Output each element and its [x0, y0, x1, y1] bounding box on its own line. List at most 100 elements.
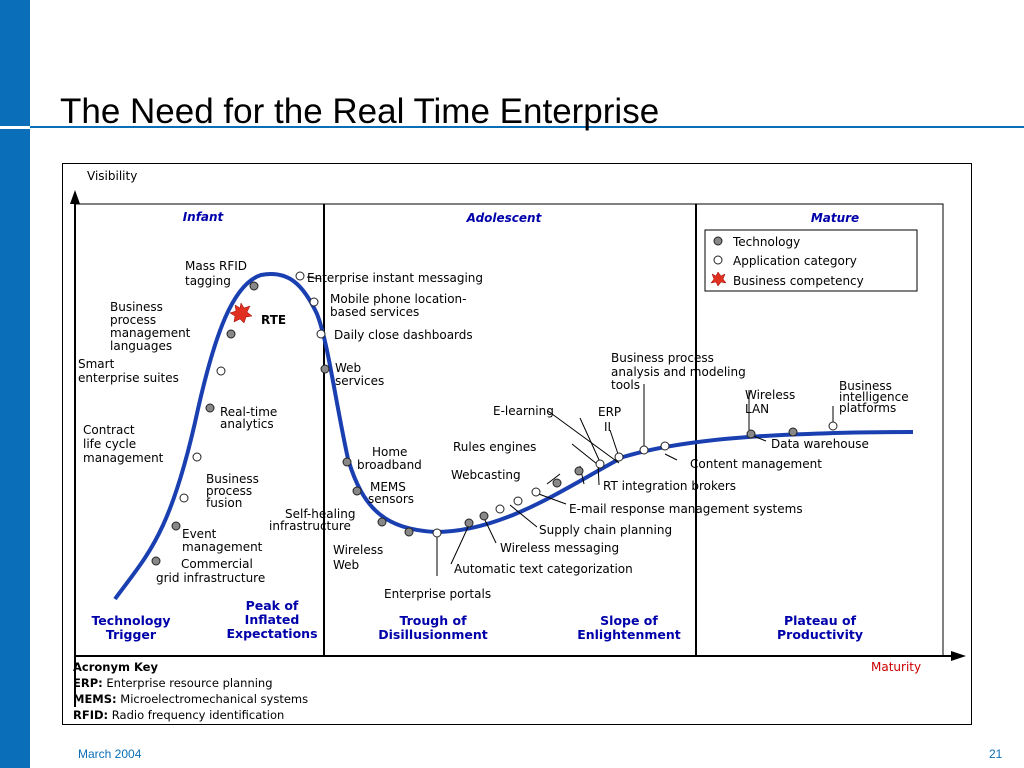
- acronym-key: Acronym Key ERP: Enterprise resource pla…: [73, 660, 308, 722]
- marker-auto-text-cat: [464, 518, 474, 528]
- marker-smart-enterprise-suites: [216, 366, 226, 376]
- label-mems-sensors: MEMS sensors: [368, 480, 414, 506]
- marker-home-broadband: [342, 457, 352, 467]
- label-erp-ii: ERP II: [598, 405, 621, 434]
- legend-box: [704, 229, 918, 292]
- marker-supply-chain: [495, 504, 505, 514]
- marker-wireless-messaging: [479, 511, 489, 521]
- page-number: 21: [989, 747, 1003, 761]
- label-contract-life-cycle: Contract life cycle management: [83, 423, 164, 465]
- label-mobile-location: Mobile phone location-based services: [330, 292, 467, 319]
- label-auto-text-cat: Automatic text categorization: [454, 562, 633, 576]
- label-daily-close: Daily close dashboards: [334, 328, 473, 342]
- stage-plateau: Plateau of Productivity: [777, 613, 863, 642]
- phase-frame: [74, 203, 944, 657]
- footer-date: March 2004: [78, 747, 142, 761]
- acronym-key-title: Acronym Key: [73, 660, 158, 674]
- marker-real-time-analytics: [205, 403, 215, 413]
- phase-mature: Mature: [811, 211, 859, 225]
- left-accent-bar: [0, 0, 30, 768]
- label-event-management: Event management: [182, 527, 263, 554]
- label-email-response: E-mail response management systems: [569, 502, 803, 516]
- label-commercial-grid: Commercial grid infrastructure: [156, 557, 265, 585]
- label-rte: RTE: [261, 313, 286, 327]
- marker-bpm-languages: [226, 329, 236, 339]
- phase-infant: Infant: [183, 210, 225, 224]
- stage-peak: Peak of Inflated Expectations: [226, 598, 317, 641]
- marker-mobile-location: [309, 297, 319, 307]
- hype-cycle-diagram: Visibility Maturity Infant Adolescent Ma…: [70, 169, 966, 722]
- slide-title: The Need for the Real Time Enterprise: [60, 92, 660, 131]
- marker-webcasting: [531, 487, 541, 497]
- legend-business-label: Business competency: [733, 274, 864, 288]
- marker-enterprise-im: [295, 271, 305, 281]
- marker-contract-life-cycle: [192, 452, 202, 462]
- stage-technology-trigger: Technology Trigger: [91, 613, 170, 642]
- marker-wireless-lan: [746, 429, 756, 439]
- x-axis-arrow: [951, 651, 966, 661]
- marker-bi-platforms: [828, 421, 838, 431]
- marker-mems-sensors: [352, 486, 362, 496]
- acronym-mems: MEMS: Microelectromechanical systems: [73, 692, 308, 706]
- stage-slope: Slope of Enlightenment: [577, 613, 681, 642]
- marker-rules-engines: [574, 466, 584, 476]
- acronym-rfid: RFID: Radio frequency identification: [73, 708, 284, 722]
- marker-rt-integration: [552, 478, 562, 488]
- marker-web-services: [320, 364, 330, 374]
- legend-technology-dot: [713, 236, 723, 246]
- legend-application-label: Application category: [733, 254, 857, 268]
- label-business-process-fusion: Business process fusion: [206, 472, 259, 510]
- label-wireless-web: Wireless Web: [333, 543, 383, 572]
- label-smart-enterprise-suites: Smart enterprise suites: [78, 357, 179, 385]
- label-webcasting: Webcasting: [451, 468, 521, 482]
- hype-cycle-figure: Visibility Maturity Infant Adolescent Ma…: [62, 163, 972, 725]
- marker-daily-close: [316, 329, 326, 339]
- marker-e-learning: [595, 459, 605, 469]
- label-self-healing: Self-healing infrastructure: [269, 507, 355, 533]
- label-mass-rfid: Mass RFID tagging: [185, 259, 247, 288]
- legend-technology-label: Technology: [732, 235, 800, 249]
- marker-enterprise-portals: [432, 528, 442, 538]
- label-home-broadband: Home broadband: [357, 445, 422, 472]
- label-rt-integration: RT integration brokers: [603, 479, 736, 493]
- marker-commercial-grid: [151, 556, 161, 566]
- stage-labels: Technology Trigger Peak of Inflated Expecta…: [91, 598, 863, 642]
- marker-email-response: [513, 496, 523, 506]
- stage-trough: Trough of Disillusionment: [378, 613, 487, 642]
- marker-business-process-fusion: [179, 493, 189, 503]
- marker-mass-rfid: [249, 281, 259, 291]
- label-enterprise-portals: Enterprise portals: [384, 587, 491, 601]
- acronym-erp: ERP: Enterprise resource planning: [73, 676, 273, 690]
- phase-adolescent: Adolescent: [466, 211, 543, 225]
- marker-bpam-tools: [639, 445, 649, 455]
- label-wireless-lan: Wireless LAN: [745, 388, 795, 416]
- y-axis-label: Visibility: [87, 169, 137, 183]
- label-wireless-messaging: Wireless messaging: [500, 541, 619, 555]
- marker-data-warehouse: [788, 427, 798, 437]
- label-web-services: Web services: [335, 361, 384, 388]
- label-real-time-analytics: Real-time analytics: [220, 405, 277, 431]
- accent-notch: [0, 126, 30, 129]
- marker-wireless-web: [404, 527, 414, 537]
- marker-content-management: [660, 441, 670, 451]
- curve-markers: [151, 271, 838, 566]
- marker-self-healing: [377, 517, 387, 527]
- legend-application-dot: [713, 255, 723, 265]
- marker-erp-ii: [614, 452, 624, 462]
- label-rules-engines: Rules engines: [453, 440, 536, 454]
- label-enterprise-im: Enterprise instant messaging: [307, 271, 483, 285]
- x-axis-label: Maturity: [871, 660, 921, 674]
- label-bi-platforms: Business intelligence platforms: [839, 379, 909, 415]
- legend-business-star: [710, 271, 727, 287]
- label-supply-chain: Supply chain planning: [539, 523, 672, 537]
- label-bpam-tools: Business process analysis and modeling too…: [611, 351, 746, 392]
- marker-event-management: [171, 521, 181, 531]
- item-labels: Commercial grid infrastructure Event manag…: [78, 259, 909, 601]
- label-e-learning: E-learning: [493, 404, 554, 418]
- rte-star-icon: [229, 302, 253, 324]
- y-axis-arrow: [70, 190, 80, 204]
- label-data-warehouse: Data warehouse: [771, 437, 869, 451]
- title-rule: [30, 126, 1024, 128]
- label-content-management: Content management: [690, 457, 822, 471]
- label-bpm-languages: Business process management languages: [110, 300, 191, 353]
